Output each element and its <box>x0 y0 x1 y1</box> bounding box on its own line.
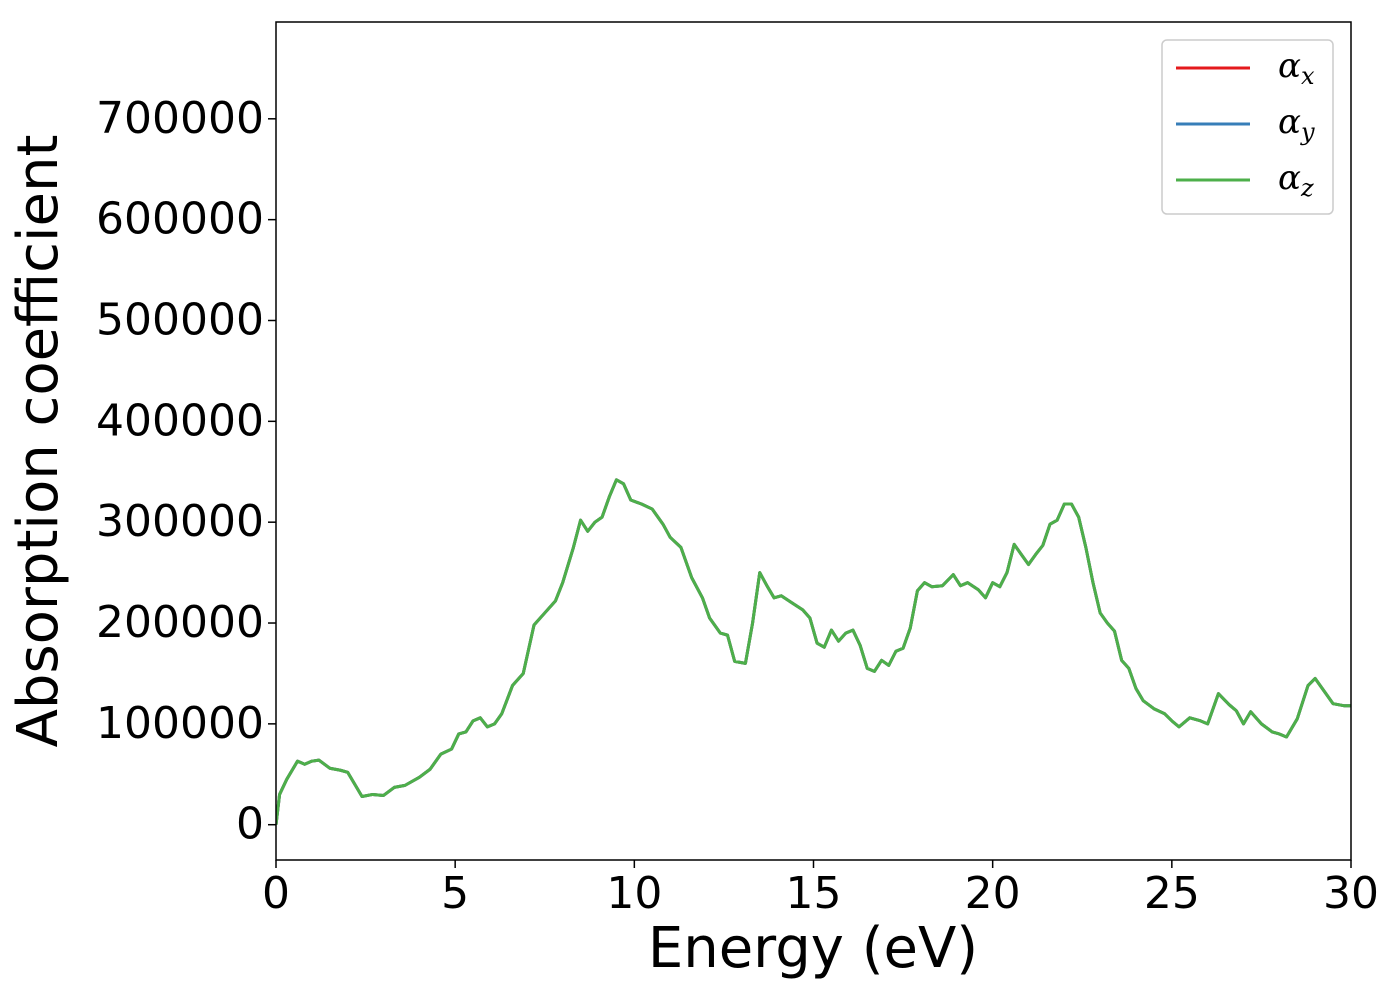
y-tick-label: 100000 <box>96 698 264 749</box>
y-tick-label: 300000 <box>96 496 264 547</box>
x-tick-label: 5 <box>441 868 469 919</box>
x-tick-label: 30 <box>1323 868 1379 919</box>
y-tick-label: 200000 <box>96 597 264 648</box>
line-series <box>276 478 1351 825</box>
y-tick-label: 500000 <box>96 294 264 345</box>
legend-label: αx <box>1278 46 1315 90</box>
y-tick-label: 600000 <box>96 194 264 245</box>
y-tick-label: 700000 <box>96 93 264 144</box>
x-tick-label: 10 <box>606 868 662 919</box>
x-tick-label: 20 <box>965 868 1021 919</box>
legend-frame <box>1161 39 1334 215</box>
plot-frame <box>275 21 1352 861</box>
legend-label: αy <box>1278 102 1315 146</box>
x-tick-label: 25 <box>1144 868 1200 919</box>
x-tick-label: 15 <box>786 868 842 919</box>
legend-label: αz <box>1278 158 1314 202</box>
x-tick-label: 0 <box>262 868 290 919</box>
y-tick-label: 0 <box>236 799 264 850</box>
y-tick-label: 400000 <box>96 395 264 446</box>
x-axis-label: Energy (eV) <box>648 916 978 981</box>
y-axis-label: Absorption coefficient <box>6 135 71 748</box>
